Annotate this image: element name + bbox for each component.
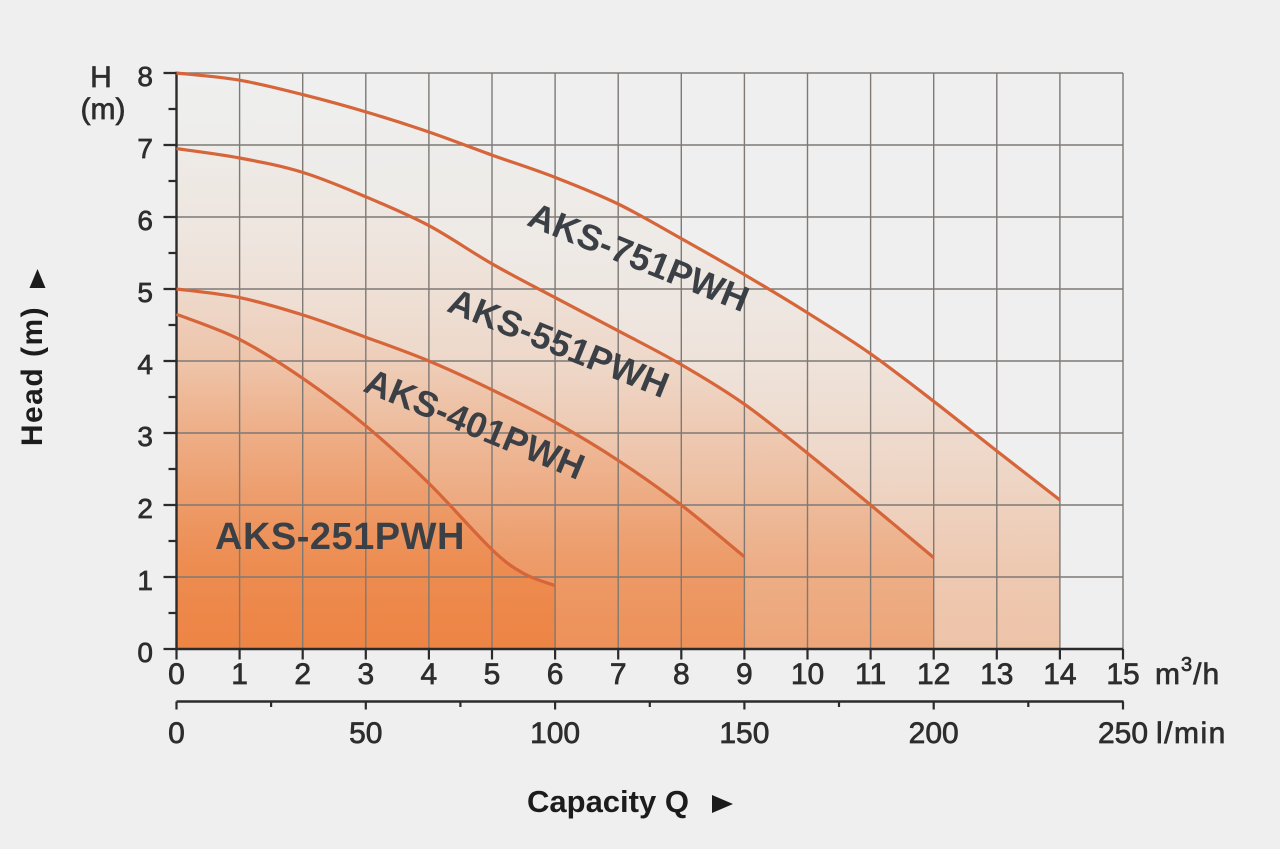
svg-text:3: 3 <box>137 421 153 452</box>
svg-text:(m): (m) <box>81 93 126 126</box>
svg-text:11: 11 <box>855 658 886 691</box>
svg-text:7: 7 <box>610 658 627 691</box>
svg-text:Capacity Q: Capacity Q <box>527 784 689 819</box>
svg-text:1: 1 <box>137 565 153 596</box>
svg-text:H: H <box>90 61 112 94</box>
svg-text:4: 4 <box>421 658 438 691</box>
svg-text:14: 14 <box>1043 658 1076 691</box>
svg-text:6: 6 <box>547 658 564 691</box>
svg-text:2: 2 <box>137 493 153 524</box>
svg-text:4: 4 <box>137 349 153 380</box>
svg-text:8: 8 <box>673 658 690 691</box>
svg-text:100: 100 <box>530 717 580 750</box>
svg-text:0: 0 <box>168 658 185 691</box>
svg-text:1: 1 <box>231 658 248 691</box>
svg-text:3: 3 <box>357 658 374 691</box>
svg-text:200: 200 <box>909 717 959 750</box>
svg-text:2: 2 <box>294 658 311 691</box>
svg-text:12: 12 <box>917 658 950 691</box>
svg-text:5: 5 <box>137 277 153 308</box>
svg-text:9: 9 <box>736 658 753 691</box>
svg-text:15: 15 <box>1106 658 1139 691</box>
svg-text:AKS-251PWH: AKS-251PWH <box>215 516 465 558</box>
svg-text:l/min: l/min <box>1156 717 1227 750</box>
svg-text:5: 5 <box>484 658 501 691</box>
svg-text:150: 150 <box>719 717 769 750</box>
svg-text:7: 7 <box>137 133 153 164</box>
svg-text:0: 0 <box>168 717 185 750</box>
svg-text:6: 6 <box>137 205 153 236</box>
svg-text:250: 250 <box>1098 717 1148 750</box>
svg-text:Head (m): Head (m) <box>16 306 49 446</box>
svg-text:8: 8 <box>137 61 153 92</box>
svg-text:10: 10 <box>791 658 824 691</box>
svg-text:m3/h: m3/h <box>1155 654 1220 691</box>
svg-text:50: 50 <box>349 717 382 750</box>
svg-text:0: 0 <box>137 637 153 668</box>
svg-text:13: 13 <box>980 658 1013 691</box>
